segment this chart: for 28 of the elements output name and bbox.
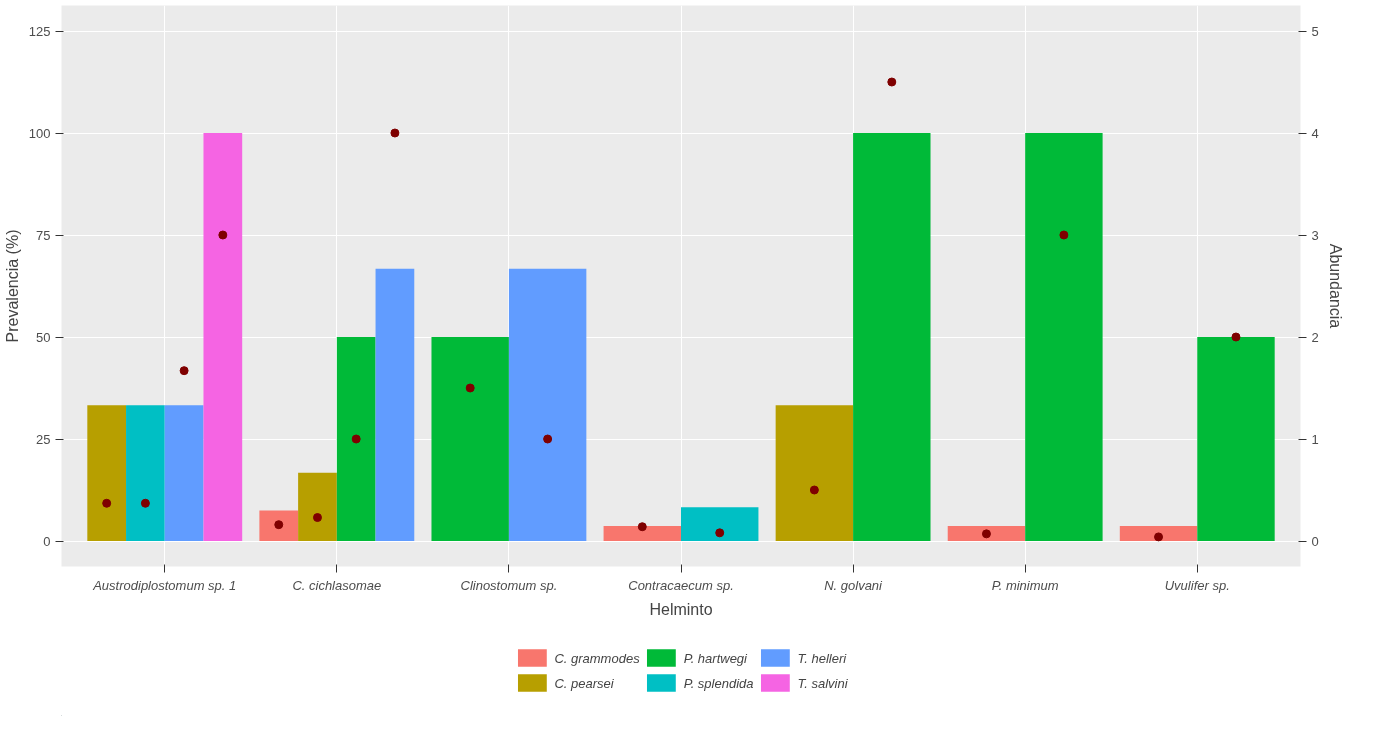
y2-tick-label: 0 <box>1311 533 1319 549</box>
y2-tick-label: 4 <box>1311 125 1319 141</box>
y2-tick-label: 5 <box>1311 23 1319 39</box>
y-tick-label: 0 <box>43 533 51 549</box>
legend-label: C. pearsei <box>554 675 614 690</box>
y2-tick-label: 3 <box>1311 227 1319 243</box>
y-axis-title: Prevalencia (%) <box>3 229 21 343</box>
y2-axis-title: Abundancia <box>1326 243 1344 329</box>
x-tick-label: Clinostomum sp. <box>460 577 558 593</box>
legend-label: P. hartwegi <box>683 650 747 665</box>
x-tick-label: Austrodiplostomum sp. 1 <box>92 577 237 593</box>
legend-label: T. helleri <box>797 650 847 665</box>
legend-label: T. salvini <box>797 675 848 690</box>
x-tick-label: Contracaecum sp. <box>628 577 734 593</box>
legend-label: P. splendida <box>683 675 754 690</box>
x-tick-label: Uvulifer sp. <box>1164 577 1230 593</box>
x-axis-title: Helminto <box>649 600 713 618</box>
y-tick-label: 100 <box>28 125 51 141</box>
legend-label: C. grammodes <box>554 650 640 665</box>
y2-tick-label: 2 <box>1311 329 1319 345</box>
x-tick-label: N. golvani <box>824 577 884 593</box>
y-tick-label: 25 <box>36 431 51 447</box>
y-tick-label: 50 <box>36 329 51 345</box>
x-tick-label: P. minimum <box>991 577 1059 593</box>
y-tick-label: 75 <box>36 227 51 243</box>
y2-tick-label: 1 <box>1311 431 1319 447</box>
x-tick-label: C. cichlasomae <box>292 577 382 593</box>
y-tick-label: 125 <box>28 23 51 39</box>
